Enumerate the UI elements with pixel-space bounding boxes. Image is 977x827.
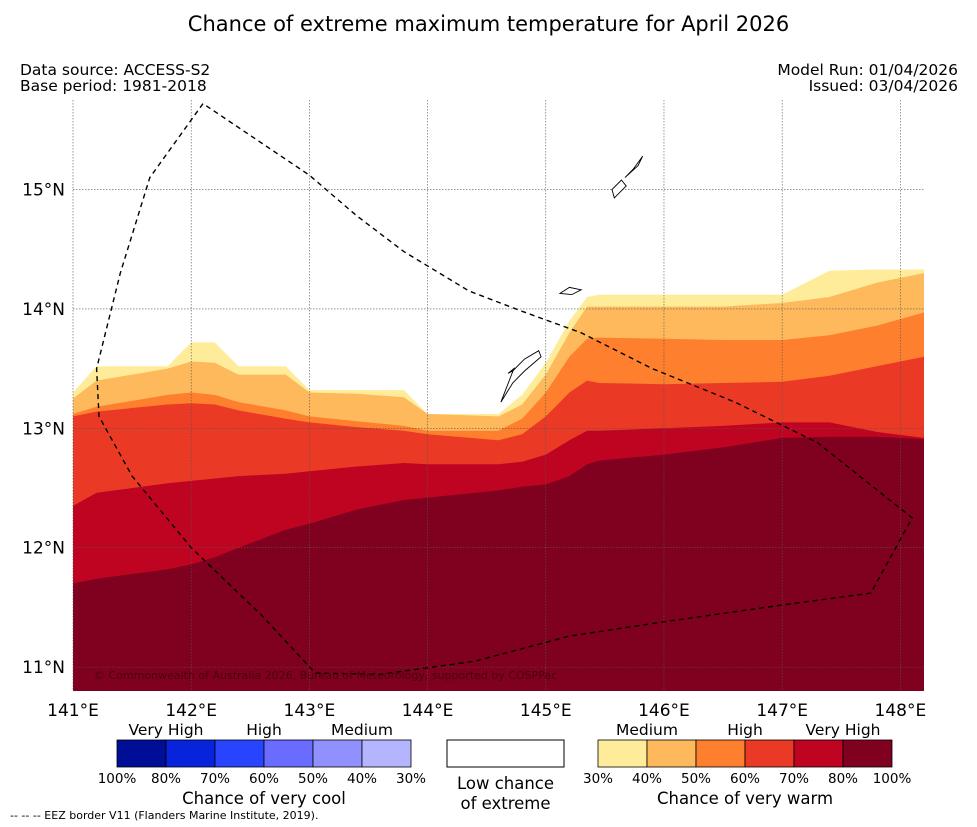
x-tick-label: 147°E — [756, 701, 808, 721]
legend-cool-swatch — [214, 739, 265, 768]
copyright-text: © Commonwealth of Australia 2026, Bureau… — [94, 669, 557, 682]
legend-warm-category-label: High — [727, 721, 763, 739]
legend-warm-category-label: Very High — [805, 721, 880, 739]
legend-cool-tick-label: 100% — [98, 771, 137, 787]
legend-cool-category-label: High — [246, 721, 282, 739]
x-tick-label: 143°E — [284, 701, 336, 721]
x-tick-label: 148°E — [875, 701, 927, 721]
legend-cool-category-label: Medium — [331, 721, 393, 739]
legend-cool: 100% 80% 70% 60% 50% 40% 30% Very High High Mediu… — [98, 721, 426, 808]
legend-warm-swatch — [793, 739, 844, 768]
legend-warm-swatch — [597, 739, 648, 768]
x-tick-label: 146°E — [638, 701, 690, 721]
chart-title: Chance of extreme maximum temperature fo… — [187, 12, 790, 36]
y-tick-label: 12°N — [22, 539, 65, 559]
legend-warm-tick-label: 40% — [632, 771, 662, 787]
legend-cool-tick-label: 30% — [396, 771, 426, 787]
legend-cool-swatch — [263, 739, 314, 768]
legend-low-label: Low chance of extreme — [456, 774, 555, 813]
gridlines — [72, 100, 924, 691]
legend-cool-tick-label: 50% — [298, 771, 328, 787]
x-tick-label: 142°E — [165, 701, 217, 721]
meta-right: Model Run: 01/04/2026 Issued: 03/04/2026 — [777, 62, 958, 94]
legend-warm-title: Chance of very warm — [657, 789, 833, 808]
legend-cool-swatch — [116, 739, 167, 768]
contour-layer — [73, 269, 924, 691]
island-guam — [500, 350, 542, 403]
y-axis-ticks: 15°N 14°N 13°N 12°N 11°N — [22, 181, 65, 679]
eez-note: -- -- -- EEZ border V11 (Flanders Marine… — [10, 809, 319, 822]
legend-warm-swatch — [646, 739, 697, 768]
legend-cool-tick-label: 80% — [151, 771, 181, 787]
meta-left: Data source: ACCESS-S2 Base period: 1981… — [20, 62, 210, 94]
legend-warm-swatch — [695, 739, 746, 768]
y-tick-label: 14°N — [22, 300, 65, 320]
legend-warm-tick-label: 80% — [828, 771, 858, 787]
contour-band-80pct — [73, 436, 924, 691]
legend-cool-tick-label: 60% — [249, 771, 279, 787]
issued-date: Issued: 03/04/2026 — [808, 77, 958, 95]
legend-warm-tick-label: 60% — [730, 771, 760, 787]
island-saipan — [624, 155, 644, 178]
legend-cool-tick-label: 40% — [347, 771, 377, 787]
legend-cool-swatch — [165, 739, 216, 768]
legend-warm-tick-label: 100% — [873, 771, 912, 787]
legend-warm-tick-label: 70% — [779, 771, 809, 787]
legend-low-box — [446, 739, 565, 768]
data-source: Data source: ACCESS-S2 — [20, 61, 211, 79]
legend-warm-swatch — [842, 739, 893, 768]
legend-warm: 30% 40% 50% 60% 70% 80% 100% Medium High Very Hig… — [583, 721, 911, 808]
x-axis-ticks: 141°E 142°E 143°E 144°E 145°E 146°E 147°E 148°E — [47, 701, 926, 721]
y-tick-label: 13°N — [22, 419, 65, 439]
model-run: Model Run: 01/04/2026 — [777, 61, 958, 79]
island-tinian — [611, 179, 627, 199]
x-tick-label: 144°E — [402, 701, 454, 721]
base-period: Base period: 1981-2018 — [20, 77, 207, 95]
x-tick-label: 141°E — [47, 701, 99, 721]
legend-cool-swatch — [312, 739, 363, 768]
legend-warm-swatch — [744, 739, 795, 768]
legend-cool-tick-label: 70% — [200, 771, 230, 787]
legend-cool-swatch — [361, 739, 412, 768]
y-tick-label: 15°N — [22, 181, 65, 201]
legend-cool-category-label: Very High — [128, 721, 203, 739]
x-tick-label: 145°E — [520, 701, 572, 721]
legend-warm-tick-label: 30% — [583, 771, 613, 787]
legend-cool-title: Chance of very cool — [182, 789, 346, 808]
legend-warm-tick-label: 50% — [681, 771, 711, 787]
islands-layer — [500, 155, 644, 403]
island-rota — [558, 286, 583, 296]
legend-warm-category-label: Medium — [616, 721, 678, 739]
y-tick-label: 11°N — [22, 658, 65, 678]
